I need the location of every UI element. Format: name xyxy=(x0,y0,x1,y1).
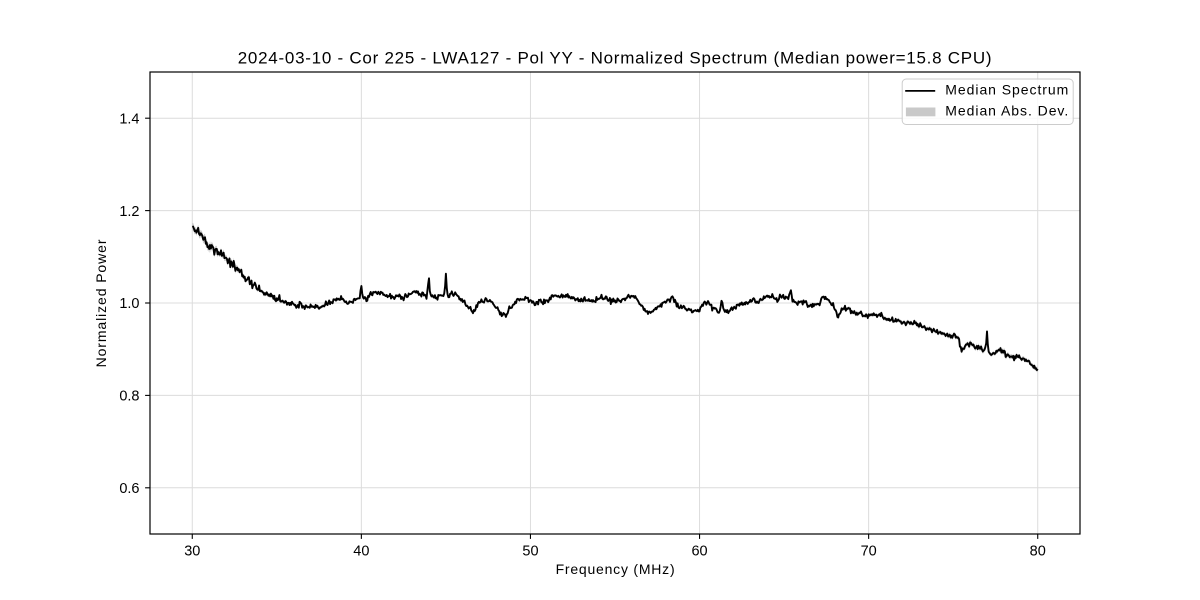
svg-text:0.6: 0.6 xyxy=(119,481,139,497)
svg-text:70: 70 xyxy=(861,544,877,560)
svg-text:0.8: 0.8 xyxy=(119,389,139,405)
svg-text:30: 30 xyxy=(184,544,200,560)
svg-text:Frequency (MHz): Frequency (MHz) xyxy=(556,561,676,577)
svg-text:80: 80 xyxy=(1030,544,1046,560)
svg-text:60: 60 xyxy=(691,544,707,560)
svg-text:1.4: 1.4 xyxy=(119,111,139,127)
svg-text:Median Abs. Dev.: Median Abs. Dev. xyxy=(945,103,1069,119)
svg-text:1.2: 1.2 xyxy=(119,204,139,220)
svg-text:2024-03-10 - Cor 225 - LWA127: 2024-03-10 - Cor 225 - LWA127 - Pol YY -… xyxy=(238,49,993,68)
svg-text:40: 40 xyxy=(353,544,369,560)
svg-text:50: 50 xyxy=(522,544,538,560)
svg-text:1.0: 1.0 xyxy=(119,296,139,312)
svg-text:Median Spectrum: Median Spectrum xyxy=(945,81,1069,97)
svg-text:Normalized Power: Normalized Power xyxy=(93,239,109,368)
